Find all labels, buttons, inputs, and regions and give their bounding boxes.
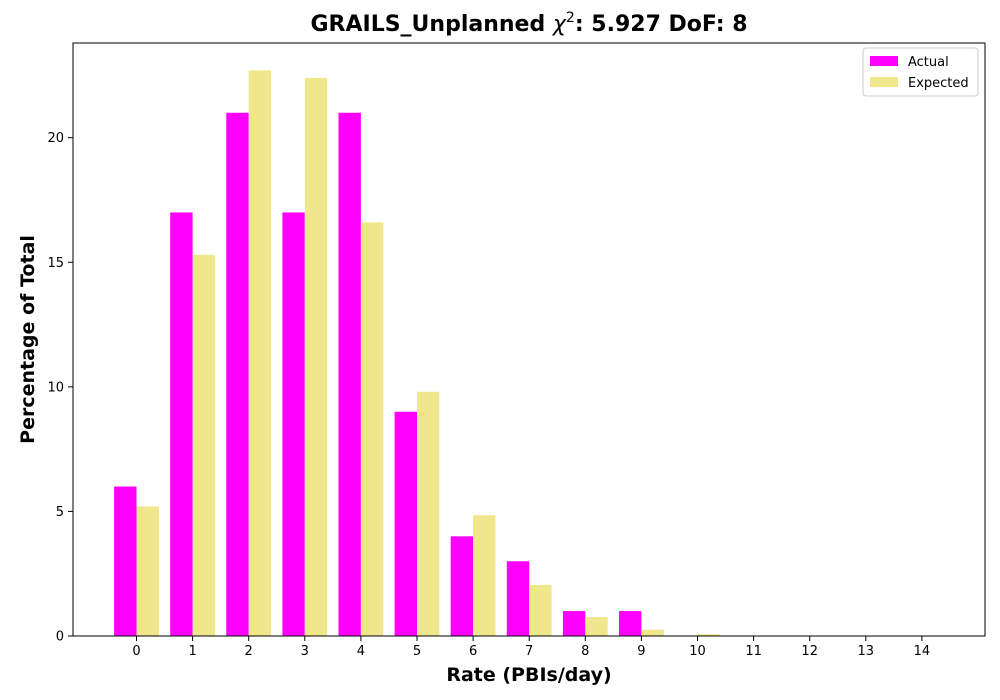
y-tick-label: 15 [47,256,64,271]
y-tick-label: 10 [47,380,64,395]
x-tick-label: 10 [689,644,706,659]
bar-expected-5 [417,391,440,636]
bar-actual-9 [619,611,642,636]
bar-expected-3 [304,77,328,636]
bar-expected-4 [360,222,384,636]
legend: Actual Expected [862,47,979,97]
x-tick-label: 11 [745,644,762,659]
y-ticks: 0 5 10 15 20 [47,131,73,645]
x-tick-label: 7 [525,644,533,659]
x-tick-label: 5 [413,644,421,659]
x-ticks: 0 1 2 3 4 5 6 7 8 9 10 11 12 13 14 [132,636,930,659]
bar-actual-0 [114,486,137,636]
y-tick-label: 20 [47,131,64,146]
chart-title-chi: χ [552,12,567,37]
bar-expected-9 [641,629,664,636]
x-tick-label: 14 [914,644,931,659]
bar-actual-2 [226,112,249,636]
bar-expected-10 [697,634,720,636]
bars-layer [114,70,945,637]
x-axis-label: Rate (PBIs/day) [446,664,611,686]
y-tick-label: 0 [56,630,64,645]
bar-actual-8 [562,611,586,636]
x-tick-label: 1 [188,644,196,659]
x-tick-label: 9 [637,644,645,659]
x-tick-label: 2 [245,644,253,659]
bar-expected-1 [192,254,215,637]
bar-actual-3 [282,212,305,636]
bar-actual-1 [170,212,193,636]
y-tick-label: 5 [56,505,64,520]
y-axis-label: Percentage of Total [17,235,39,444]
bar-actual-6 [450,536,474,636]
x-tick-label: 6 [469,644,477,659]
bar-actual-7 [506,561,530,636]
bar-actual-4 [338,112,361,636]
chart-title-chi-exponent: 2 [566,10,575,26]
x-tick-label: 12 [801,644,818,659]
x-tick-label: 13 [858,644,875,659]
legend-label-expected: Expected [908,76,969,91]
bar-expected-0 [136,506,159,636]
bar-expected-6 [473,515,496,636]
legend-swatch-expected [870,77,898,87]
x-tick-label: 8 [581,644,589,659]
x-tick-label: 0 [132,644,140,659]
x-tick-label: 3 [301,644,309,659]
legend-label-actual: Actual [908,55,949,70]
chart-title: GRAILS_Unplanned χ2: 5.927 DoF: 8 [310,10,747,37]
x-tick-label: 4 [357,644,365,659]
chart-title-prefix: GRAILS_Unplanned [310,12,552,37]
plot-frame [72,42,986,637]
bar-expected-7 [529,584,552,636]
chart-title-suffix: : 5.927 DoF: 8 [575,12,748,37]
bar-expected-2 [248,70,272,636]
bar-actual-5 [394,411,417,636]
legend-swatch-actual [870,56,898,66]
bar-expected-8 [585,617,608,636]
